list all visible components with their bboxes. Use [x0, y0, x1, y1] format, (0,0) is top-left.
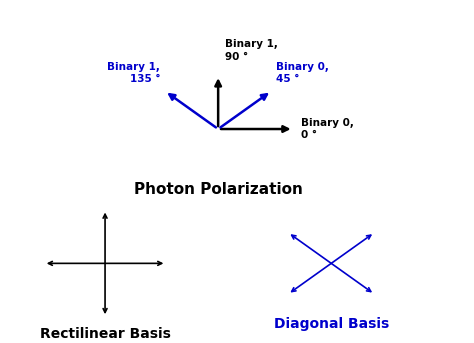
Text: Diagonal Basis: Diagonal Basis: [273, 317, 389, 331]
Text: Binary 1,
135 °: Binary 1, 135 °: [107, 62, 160, 84]
Text: Photon Polarization: Photon Polarization: [134, 182, 302, 197]
Text: Binary 1,
90 °: Binary 1, 90 °: [225, 39, 278, 62]
Text: Binary 0,
0 °: Binary 0, 0 °: [301, 118, 354, 140]
Text: Rectilinear Basis: Rectilinear Basis: [40, 327, 171, 341]
Text: Binary 0,
45 °: Binary 0, 45 °: [276, 62, 329, 84]
